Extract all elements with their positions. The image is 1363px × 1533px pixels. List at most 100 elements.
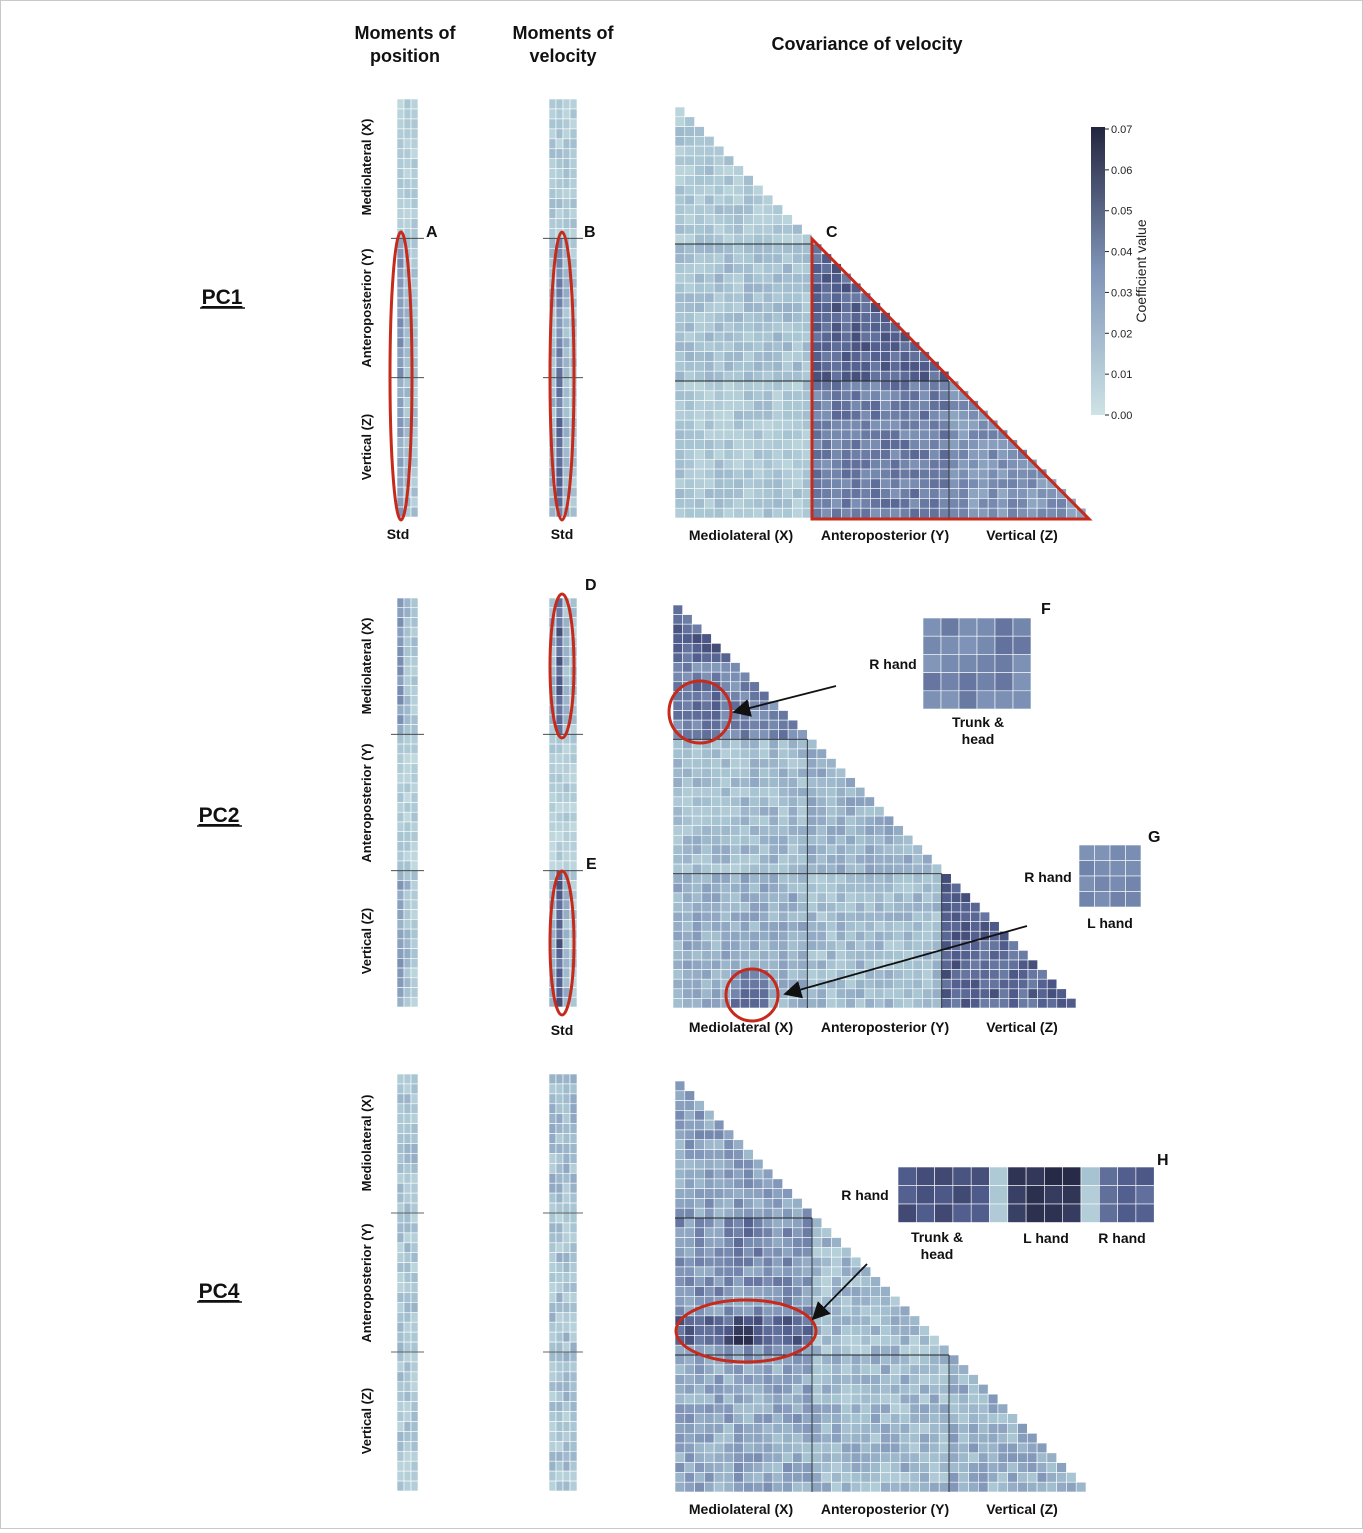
pc1-covariance-cell [987, 507, 999, 519]
pc1-covariance-cell [870, 361, 881, 372]
pc2-pos-strip-cell [410, 734, 419, 745]
pc4-covariance-cell [694, 1158, 705, 1170]
pc1-vel-strip-cell [562, 456, 571, 468]
pc4-pos-strip-cell [396, 1331, 405, 1343]
pc4-covariance-cell [723, 1198, 735, 1209]
pc4-covariance-cell [860, 1432, 872, 1444]
pc4-vel-strip-cell [562, 1371, 571, 1383]
pc2-covariance-cell [1037, 969, 1048, 980]
pc2-covariance-cell [893, 921, 904, 932]
pc2-pos-strip-cell [403, 831, 412, 842]
pc2-covariance-cell [778, 834, 789, 846]
pc2-covariance-cell [826, 796, 837, 807]
pc4-covariance-cell [821, 1462, 832, 1473]
pc2-covariance-cell [730, 739, 741, 750]
pc2-covariance-cell [739, 873, 751, 884]
pc2-covariance-cell [787, 959, 799, 970]
pc4-covariance-cell [762, 1256, 774, 1268]
pc4-covariance-cell [948, 1354, 960, 1366]
pc1-covariance-cell [978, 419, 989, 431]
pc4-pos-strip-cell [396, 1460, 405, 1472]
pc2-covariance-cell [759, 940, 770, 951]
pc4-covariance-cell [938, 1432, 950, 1444]
pc1-covariance-cell [1007, 449, 1018, 460]
pc2-covariance-cell [739, 758, 751, 769]
pc4-vel-strip-cell [548, 1282, 557, 1293]
pc4-covariance-cell [713, 1247, 725, 1258]
pc2-covariance-cell [701, 959, 712, 970]
pc2-pos-strip-cell [396, 665, 405, 677]
pc2-covariance-cell [922, 940, 933, 951]
pc4-covariance-cell [704, 1119, 715, 1131]
pc1-covariance-cell [889, 370, 901, 382]
pc1-covariance-cell [772, 468, 783, 480]
pc4-covariance-cell [841, 1472, 852, 1483]
pc1-covariance-cell [978, 468, 989, 480]
pc1-covariance-cell [713, 341, 725, 352]
pc1-covariance-cell [831, 498, 842, 509]
pc1-covariance-cell [762, 282, 774, 294]
pc4-vel-strip-cell [569, 1133, 578, 1144]
pc4-pos-strip-cell [410, 1172, 419, 1184]
pc4-covariance-cell [723, 1472, 735, 1483]
pc4-vel-strip-cell [548, 1232, 557, 1244]
pc1-vel-strip-cell [555, 218, 564, 229]
pc4-covariance-cell [674, 1266, 686, 1278]
pc2-covariance-cell [711, 643, 722, 654]
pc2-covariance-cell [787, 998, 799, 1009]
pc4-covariance-cell [713, 1207, 725, 1219]
pc4-covariance-cell [674, 1217, 686, 1229]
pc4-covariance-cell [909, 1432, 920, 1444]
pc4-covariance-cell [1017, 1442, 1028, 1454]
inset-f-cell [958, 672, 978, 692]
pc1-covariance-cell [968, 498, 979, 509]
pc2-covariance-cell [701, 691, 712, 702]
pc1-covariance-cell [762, 351, 774, 362]
pc1-covariance-cell [860, 351, 872, 362]
pc2-covariance-cell [826, 787, 837, 798]
pc4-covariance-cell [694, 1247, 705, 1258]
pc2-covariance-cell [864, 882, 875, 894]
pc4-covariance-cell [733, 1207, 744, 1219]
pc2-covariance-cell [855, 796, 866, 807]
pc4-covariance-cell [929, 1481, 940, 1493]
pc1-covariance-cell [909, 370, 920, 382]
pc4-covariance-cell [792, 1335, 803, 1346]
pc2-covariance-cell [749, 844, 760, 855]
pc2-covariance-cell [912, 854, 923, 865]
pc2-covariance-cell [759, 796, 770, 807]
pc2-vel-strip-cell [562, 772, 571, 784]
pc4-covariance-cell [782, 1472, 793, 1483]
pc4-vel-strip-cell [548, 1143, 557, 1154]
pc1-pos-label-z: Vertical (Z) [359, 414, 374, 480]
pc2-vel-strip-cell [562, 636, 571, 647]
pc4-vel-strip-cell [569, 1361, 578, 1373]
pc4-covariance-cell [958, 1374, 969, 1385]
pc2-covariance-cell [720, 882, 731, 894]
pc4-covariance-cell [860, 1305, 872, 1317]
pc1-vel-strip-cell [555, 407, 564, 418]
pc1-covariance-cell [694, 419, 705, 431]
pc4-vel-strip-cell [555, 1480, 564, 1492]
pc4-vel-strip-cell [569, 1441, 578, 1452]
pc1-covariance-cell [860, 439, 872, 450]
pc2-covariance-cell [691, 959, 703, 970]
pc2-covariance-cell [864, 959, 875, 970]
pc1-covariance-cell [860, 361, 872, 372]
pc4-covariance-cell [743, 1149, 754, 1160]
pc2-vel-strip-cell [562, 909, 571, 920]
pc4-covariance-cell [792, 1354, 803, 1366]
pc1-covariance-cell [938, 439, 950, 450]
pc1-covariance-cell [1056, 507, 1067, 519]
pc2-covariance-cell [691, 710, 703, 721]
pc4-vel-strip-cell [548, 1441, 557, 1452]
pc1-covariance-cell [713, 390, 725, 401]
pc2-covariance-cell [941, 959, 952, 970]
pc2-covariance-cell [845, 902, 856, 913]
pc1-vel-strip-cell [562, 447, 571, 458]
pc4-covariance-cell [743, 1393, 754, 1405]
pc2-covariance-cell [739, 863, 751, 874]
pc4-covariance-cell [880, 1442, 891, 1454]
pc2-covariance-cell [835, 863, 847, 874]
